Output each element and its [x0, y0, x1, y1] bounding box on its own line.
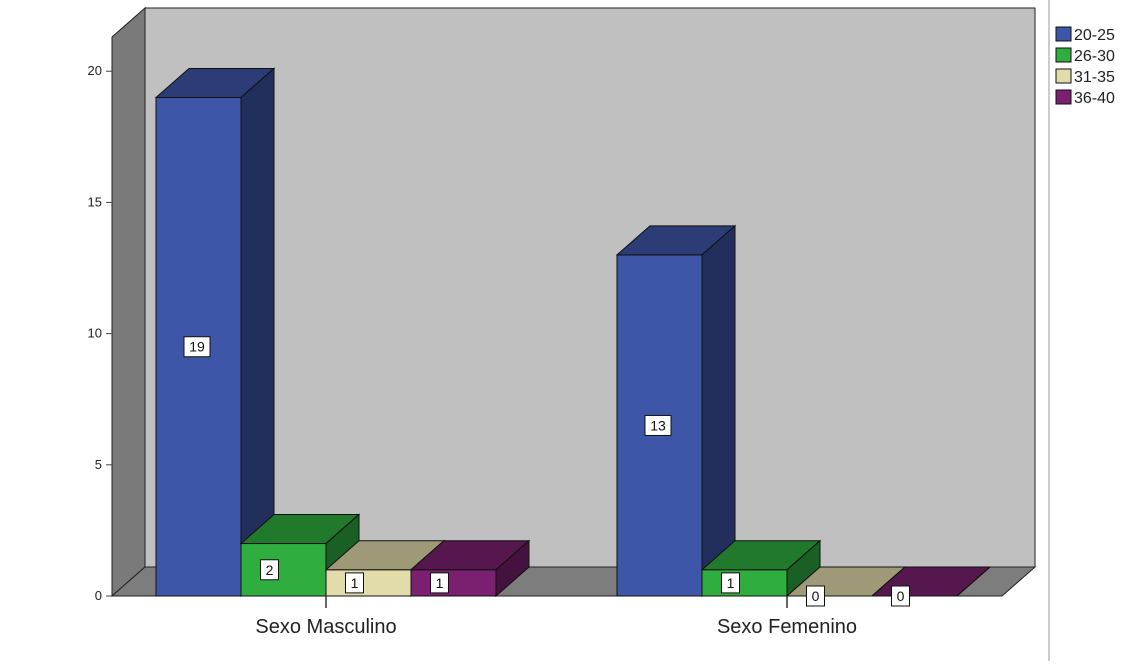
- legend-label: 26-30: [1074, 48, 1115, 65]
- bar-side: [495, 539, 530, 598]
- data-label: 2: [266, 562, 274, 578]
- y-tick-label: 15: [88, 194, 102, 209]
- legend-swatch: [1055, 26, 1072, 42]
- legend-label: 31-35: [1074, 69, 1115, 86]
- legend-label: 36-40: [1074, 90, 1115, 107]
- y-tick-label: 20: [88, 63, 102, 78]
- x-axis: Sexo Masculino Sexo Femenino: [255, 596, 857, 638]
- bar: [701, 569, 788, 597]
- data-label: 0: [897, 588, 905, 604]
- chart-walls: [110, 0, 1050, 661]
- bar: [410, 569, 497, 597]
- x-tick-label: Sexo Femenino: [717, 616, 857, 638]
- y-axis: 0 5 10 15 20: [88, 63, 112, 603]
- y-tick-label: 5: [95, 457, 102, 472]
- legend-swatch: [1055, 68, 1072, 84]
- data-label: 1: [436, 575, 444, 591]
- data-label-box: [183, 336, 211, 358]
- data-label: 13: [650, 417, 666, 433]
- data-label-box: [345, 572, 364, 594]
- data-label-box: [806, 585, 825, 607]
- legend: 20-25 26-30 31-35 36-40: [1055, 26, 1115, 107]
- bar-side: [240, 67, 275, 598]
- y-tick-label: 10: [88, 326, 102, 341]
- data-label: 1: [351, 575, 359, 591]
- data-label-box: [891, 585, 910, 607]
- legend-swatch: [1055, 89, 1072, 105]
- back-wall: [144, 7, 1036, 568]
- legend-swatch: [1055, 47, 1072, 63]
- bar-side: [701, 224, 736, 598]
- data-label-box: [260, 559, 279, 581]
- y-tick-label: 0: [95, 588, 102, 603]
- legend-label: 20-25: [1074, 27, 1115, 44]
- data-label: 19: [189, 339, 205, 355]
- bar: [325, 569, 412, 597]
- data-label-box: [644, 414, 672, 436]
- side-wall: [111, 6, 146, 598]
- data-label: 1: [727, 575, 735, 591]
- data-label-box: [430, 572, 449, 594]
- bar-side: [956, 566, 991, 597]
- data-label-box: [721, 572, 740, 594]
- data-labels: 19 2 1 1 13 1 0 0: [183, 336, 910, 607]
- bars: [154, 67, 992, 598]
- bar: [240, 543, 327, 597]
- x-tick-label: Sexo Masculino: [255, 616, 396, 638]
- data-label: 0: [812, 588, 820, 604]
